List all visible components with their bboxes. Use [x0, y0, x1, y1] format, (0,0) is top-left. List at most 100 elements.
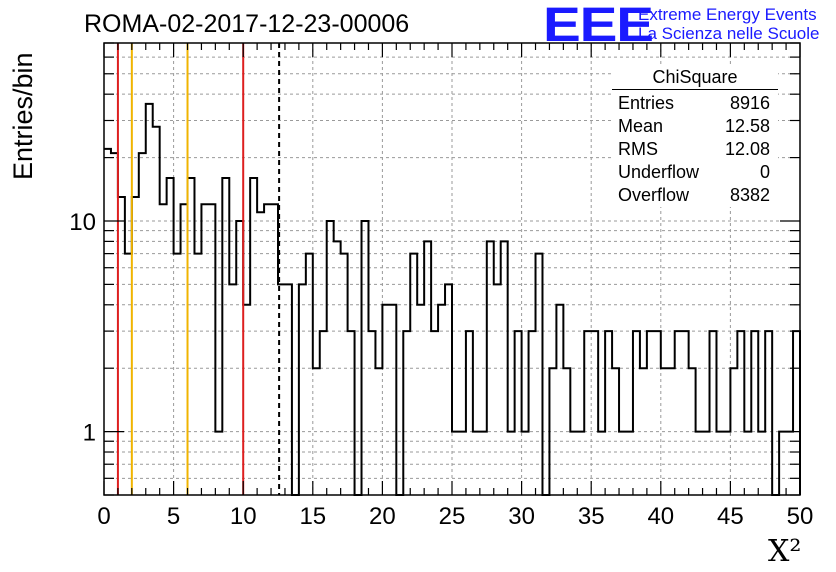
- histogram-bin: [744, 432, 751, 495]
- histogram-bin: [118, 197, 125, 495]
- histogram-bin: [341, 254, 348, 495]
- histogram-bin: [181, 204, 188, 495]
- histogram-bin: [243, 305, 250, 495]
- histogram-bin: [174, 254, 181, 495]
- histogram-bin: [758, 432, 765, 495]
- histogram-bin: [146, 104, 153, 495]
- histogram-bin: [236, 221, 243, 495]
- histogram-bin: [299, 284, 306, 495]
- histogram-bin: [368, 331, 375, 495]
- histogram-bin: [765, 331, 772, 495]
- stats-value: 12.08: [724, 139, 770, 159]
- logo-line-2: La Scienza nelle Scuole: [638, 24, 820, 43]
- chart-title: ROMA-02-2017-12-23-00006: [84, 10, 410, 38]
- stats-row-mean: Mean 12.58: [612, 115, 778, 138]
- histogram-bin: [438, 305, 445, 495]
- histogram-bin: [139, 153, 146, 495]
- stats-value: 8916: [729, 93, 770, 113]
- histogram-bin: [563, 368, 570, 495]
- histogram-bin: [737, 331, 744, 495]
- y-axis-label: Entries/bin: [8, 52, 38, 180]
- x-tick-label: 45: [717, 503, 744, 530]
- histogram-bin: [313, 368, 320, 495]
- histogram-bin: [619, 432, 626, 495]
- histogram-bin: [417, 305, 424, 495]
- x-tick-label: 5: [167, 503, 180, 530]
- histogram-bin: [730, 368, 737, 495]
- histogram-bin: [153, 127, 160, 495]
- histogram-bin: [570, 432, 577, 495]
- histogram-bin: [501, 241, 508, 495]
- histogram-bin: [661, 368, 668, 495]
- histogram-bin: [382, 305, 389, 495]
- histogram-bin: [229, 284, 236, 495]
- histogram-bin: [389, 305, 396, 495]
- stats-title: ChiSquare: [612, 66, 778, 90]
- histogram-bin: [779, 432, 786, 495]
- histogram-bin: [577, 432, 584, 495]
- histogram-bin: [424, 241, 431, 495]
- x-tick-label: 30: [508, 503, 535, 530]
- stats-label: Underflow: [618, 162, 700, 182]
- stats-label: RMS: [618, 139, 658, 159]
- histogram-bin: [257, 212, 264, 495]
- histogram-bin: [480, 432, 487, 495]
- histogram-bin: [327, 221, 334, 495]
- histogram-bin: [522, 432, 529, 495]
- histogram-bin: [494, 284, 501, 495]
- x-tick-label: 35: [578, 503, 605, 530]
- histogram-bin: [222, 178, 229, 495]
- histogram-bin: [375, 368, 382, 495]
- x-tick-label: 15: [299, 503, 326, 530]
- histogram-bin: [640, 368, 647, 495]
- histogram-series: [104, 102, 801, 496]
- y-tick-label: 10: [69, 209, 96, 236]
- histogram-bin: [529, 331, 536, 495]
- histogram-bin: [605, 331, 612, 495]
- histogram-bin: [696, 432, 703, 495]
- histogram-bin: [104, 149, 111, 495]
- histogram-bin: [556, 305, 563, 495]
- stats-label: Mean: [618, 116, 664, 136]
- histogram-bin: [445, 284, 452, 495]
- histogram-bin: [584, 331, 591, 495]
- histogram-bin: [716, 432, 723, 495]
- histogram-bin: [689, 368, 696, 495]
- histogram-bin: [111, 153, 118, 495]
- histogram-bin: [682, 331, 689, 495]
- histogram-bin: [633, 331, 640, 495]
- histogram-bin: [459, 432, 466, 495]
- stats-value: 12.58: [724, 116, 770, 136]
- histogram-bin: [334, 241, 341, 495]
- histogram-bin: [626, 432, 633, 495]
- histogram-bin: [515, 331, 522, 495]
- histogram-bin: [452, 432, 459, 495]
- histogram-bin: [703, 432, 710, 495]
- histogram-bin: [710, 331, 717, 495]
- histogram-bin: [215, 432, 222, 495]
- stats-row-underflow: Underflow 0: [612, 161, 778, 184]
- histogram-bin: [508, 432, 515, 495]
- histogram-bin: [793, 331, 800, 495]
- stats-row-entries: Entries 8916: [612, 92, 778, 115]
- stats-row-overflow: Overflow 8382: [612, 184, 778, 207]
- stats-value: 8382: [729, 185, 770, 205]
- x-tick-label: 40: [647, 503, 674, 530]
- histogram-bin: [668, 368, 675, 495]
- histogram-bin: [487, 241, 494, 495]
- x-tick-label: 20: [369, 503, 396, 530]
- histogram-bin: [132, 197, 139, 495]
- histogram-bin: [410, 254, 417, 495]
- histogram-bin: [320, 331, 327, 495]
- x-tick-label: 25: [439, 503, 466, 530]
- histogram-bin: [723, 432, 730, 495]
- histogram-bin: [348, 331, 355, 495]
- histogram-bin: [654, 331, 661, 495]
- histogram-bin: [201, 204, 208, 495]
- histogram-bin: [466, 331, 473, 495]
- histogram-bin: [250, 178, 257, 495]
- stats-row-rms: RMS 12.08: [612, 138, 778, 161]
- histogram-bin: [612, 368, 619, 495]
- histogram-bin: [306, 254, 313, 495]
- histogram-bin: [264, 204, 271, 495]
